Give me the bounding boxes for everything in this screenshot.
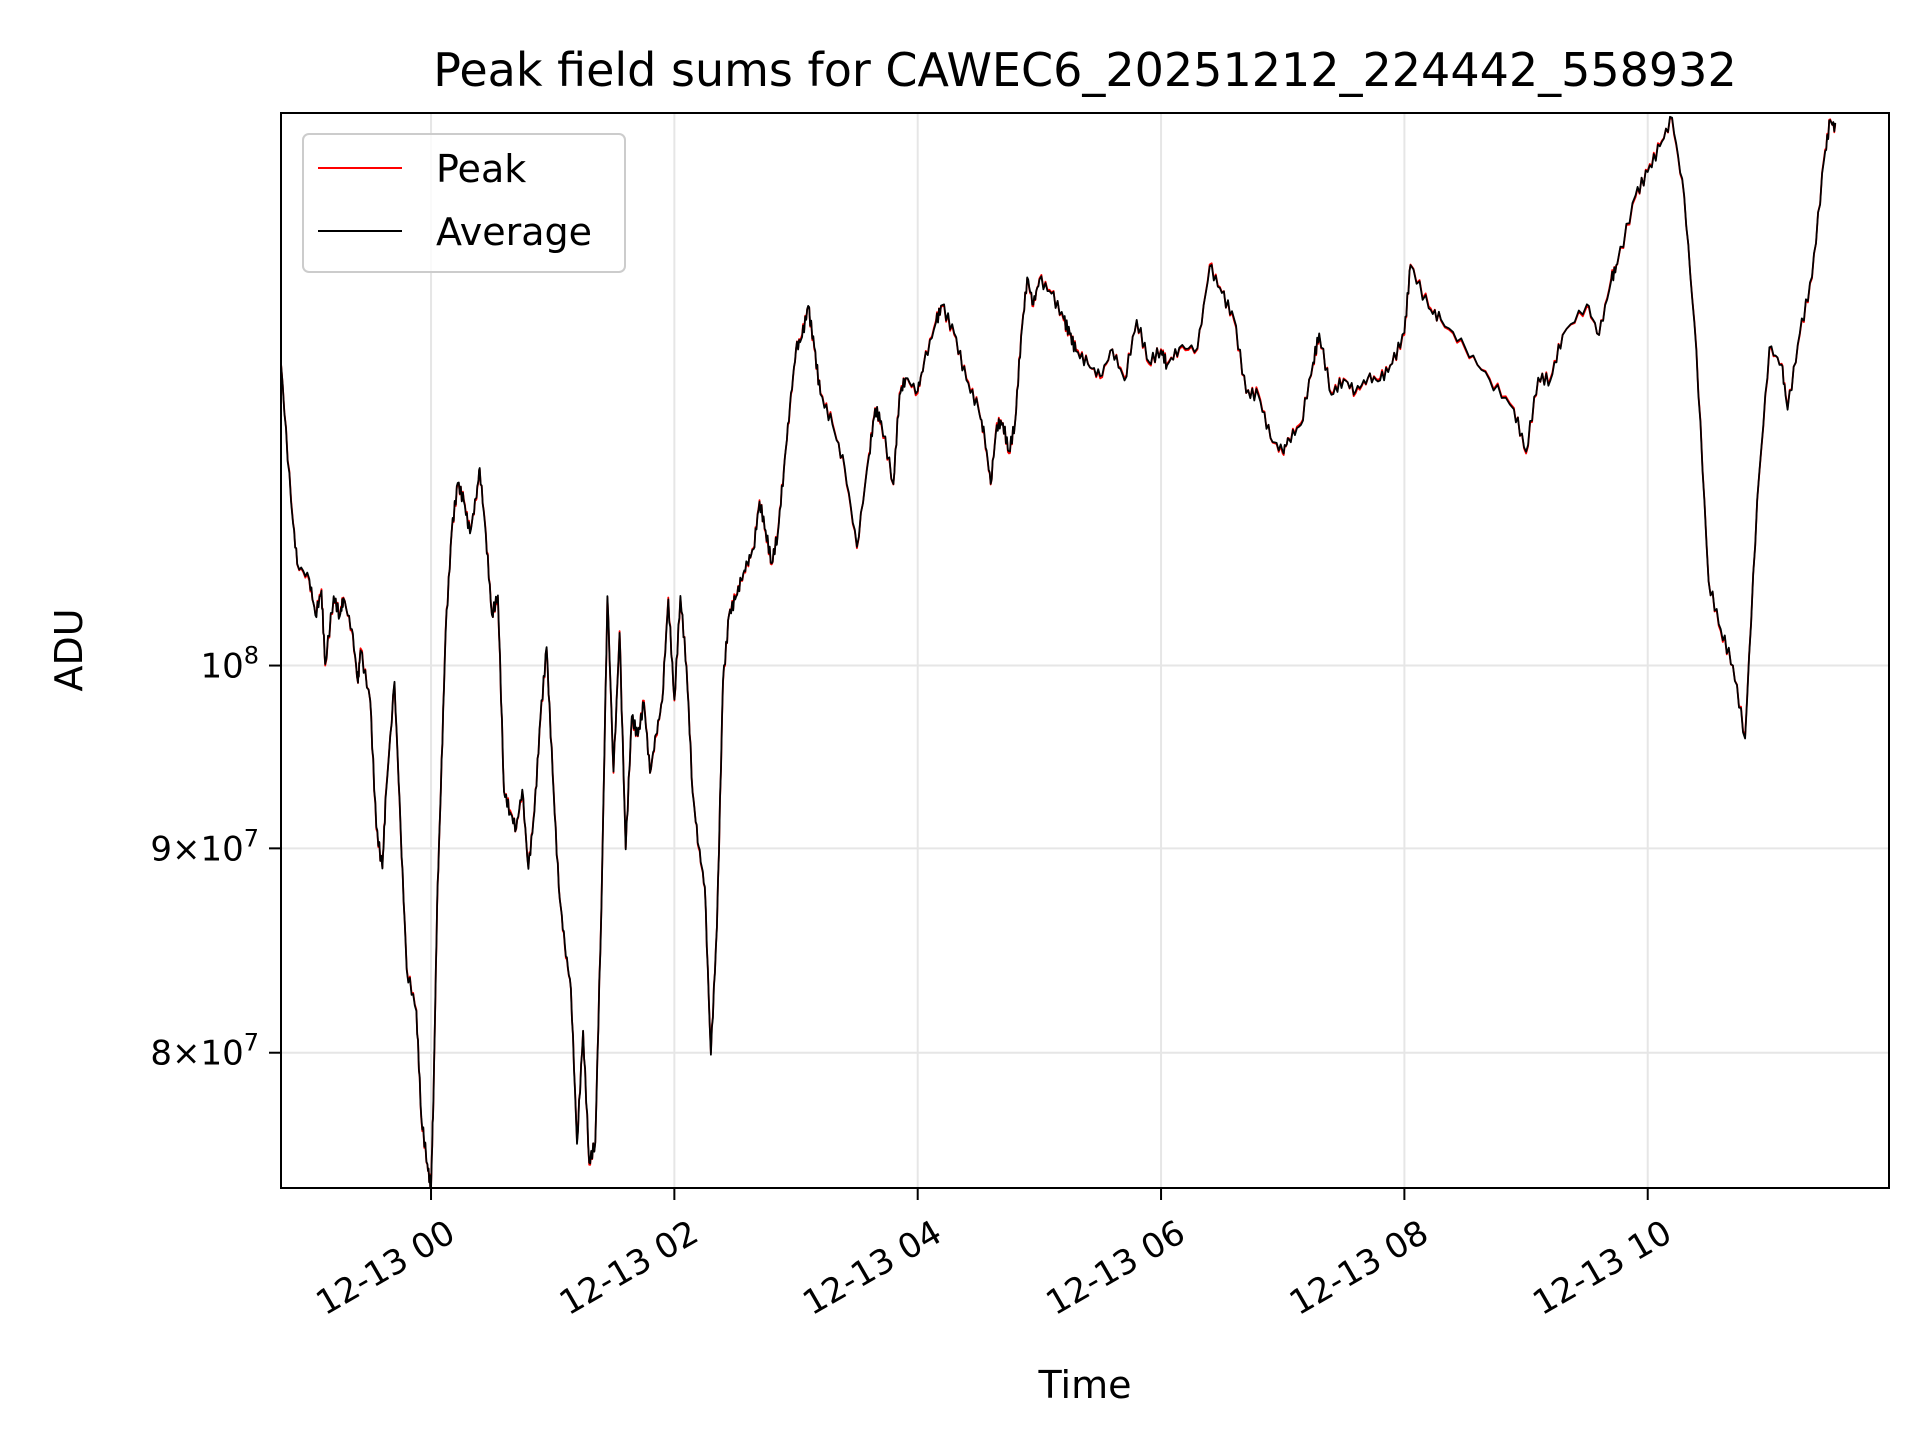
legend-average-label: Average (436, 210, 592, 254)
series-layer (281, 115, 1837, 1188)
series-average-line (281, 115, 1837, 1188)
x-axis-label: Time (1038, 1363, 1132, 1407)
plot-frame (280, 112, 1890, 1189)
y-tick-label-2: 108 (200, 642, 259, 687)
chart-title: Peak field sums for CAWEC6_20251212_2244… (433, 43, 1736, 97)
y-tick-label-1: 9×107 (150, 824, 259, 869)
y-axis-ticks: 8×107 9×107 108 (150, 642, 281, 1074)
y-tick-label-0: 8×107 (150, 1029, 259, 1074)
legend: Peak Average (302, 133, 626, 273)
gridlines (281, 113, 1889, 1188)
y-axis-label: ADU (47, 608, 91, 691)
legend-peak-label: Peak (436, 147, 526, 191)
